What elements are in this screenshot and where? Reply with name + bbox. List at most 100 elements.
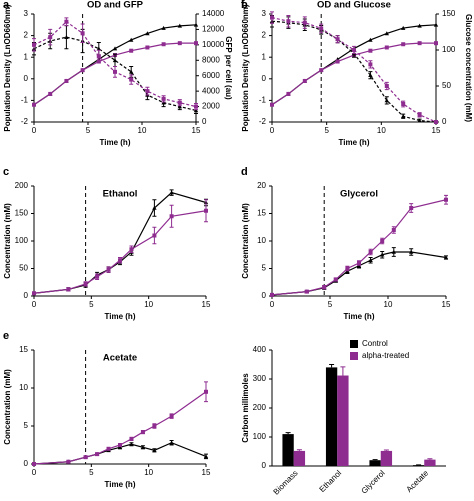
data-point xyxy=(64,19,69,24)
y-tick-label: 150 xyxy=(442,9,456,18)
data-point xyxy=(194,104,198,109)
panel-label: e xyxy=(3,330,9,342)
panel-label: d xyxy=(241,166,248,178)
x-axis-label: Time (h) xyxy=(105,312,136,321)
y-tick-label: -1 xyxy=(21,96,29,105)
error-bar xyxy=(427,458,433,460)
y-tick-label: 100 xyxy=(442,45,456,54)
data-point xyxy=(434,120,438,124)
bar xyxy=(337,375,349,466)
data-point xyxy=(204,208,208,213)
y-tick-label: 150 xyxy=(15,209,29,218)
data-point xyxy=(169,214,174,219)
data-point xyxy=(433,22,439,27)
error-bar xyxy=(296,449,302,451)
x-tick-label: 15 xyxy=(202,468,211,477)
data-point xyxy=(177,23,182,28)
data-point xyxy=(270,292,274,297)
data-point xyxy=(286,19,291,24)
data-point xyxy=(368,73,373,77)
panel-label: f xyxy=(241,0,245,11)
data-point xyxy=(417,112,422,117)
data-point xyxy=(96,46,101,51)
data-point xyxy=(129,247,134,252)
y-axis-label: Population Density (LnOD660nm) xyxy=(241,4,250,131)
data-point xyxy=(152,424,157,428)
y-tick-label: 6000 xyxy=(202,71,220,80)
data-point xyxy=(270,102,274,107)
x-tick-label: 10 xyxy=(144,300,153,309)
chart-title: Ethanol xyxy=(103,189,138,200)
data-point xyxy=(368,258,373,263)
data-point xyxy=(380,252,385,257)
x-tick-label: 10 xyxy=(377,126,386,135)
data-point xyxy=(368,62,373,67)
data-point xyxy=(48,35,53,40)
data-point xyxy=(117,445,123,450)
data-point xyxy=(434,41,438,46)
legend-swatch xyxy=(350,340,358,348)
y-tick-label: 2 xyxy=(24,31,29,40)
y-tick-label: 20 xyxy=(257,181,266,190)
legend-swatch xyxy=(350,352,358,360)
series-line xyxy=(33,210,207,294)
y-tick-label: 50 xyxy=(442,81,451,90)
x-tick-label: 10 xyxy=(144,468,153,477)
data-point xyxy=(145,31,150,36)
data-point xyxy=(204,389,208,394)
y-tick-label: 15 xyxy=(257,209,266,218)
y-tick-label: 200 xyxy=(15,181,29,190)
panel-label: a xyxy=(3,0,10,11)
y-tick-label: 0 xyxy=(262,291,267,300)
x-axis-label: Time (h) xyxy=(105,480,136,489)
series-line xyxy=(271,24,437,106)
y-tick-label: 100 xyxy=(15,236,29,245)
x-tick-label: Glycerol xyxy=(360,468,387,495)
data-point xyxy=(401,25,406,30)
data-point xyxy=(409,206,414,210)
data-point xyxy=(112,46,118,51)
y-tick-label: 10 xyxy=(19,383,28,392)
x-tick-label: 0 xyxy=(32,300,37,309)
data-point xyxy=(83,281,88,286)
y-tick-label: 0 xyxy=(262,74,267,83)
series-line xyxy=(271,251,447,296)
data-point xyxy=(304,289,309,294)
x-tick-label: 5 xyxy=(89,468,94,477)
data-point xyxy=(169,414,174,419)
y-tick-label: 4000 xyxy=(202,86,220,95)
data-point xyxy=(194,41,198,46)
y-tick-label: 3 xyxy=(24,9,29,18)
y-axis-label: Concentration (mM) xyxy=(3,203,12,279)
data-point xyxy=(177,41,182,46)
data-point xyxy=(335,37,340,42)
data-point xyxy=(145,45,150,50)
data-point xyxy=(161,96,166,101)
data-point xyxy=(169,440,174,445)
y-tick-label: 2 xyxy=(262,31,267,40)
y-tick-label: 1 xyxy=(24,52,29,61)
x-tick-label: 0 xyxy=(270,300,275,309)
y-tick-label: -2 xyxy=(21,117,29,126)
x-tick-label: Ethanol xyxy=(318,468,344,494)
data-point xyxy=(129,436,134,441)
y-tick-label: 0 xyxy=(262,461,267,470)
x-tick-label: 0 xyxy=(32,126,37,135)
data-point xyxy=(352,48,356,52)
data-point xyxy=(391,249,396,254)
data-point xyxy=(319,68,324,73)
y-axis-label: Carbon millimoles xyxy=(241,373,250,443)
data-point xyxy=(152,205,157,210)
x-tick-label: 15 xyxy=(192,126,201,135)
x-tick-label: Biomass xyxy=(272,469,300,497)
y-tick-label: 0 xyxy=(24,291,29,300)
x-tick-label: Acetate xyxy=(405,468,431,494)
data-point xyxy=(368,250,373,254)
y-tick-label: 1 xyxy=(262,52,267,61)
data-point xyxy=(203,454,209,459)
series-line xyxy=(33,391,207,465)
error-bar xyxy=(285,432,291,435)
y-tick-label: 200 xyxy=(253,403,267,412)
data-point xyxy=(177,104,182,109)
data-point xyxy=(80,68,85,73)
